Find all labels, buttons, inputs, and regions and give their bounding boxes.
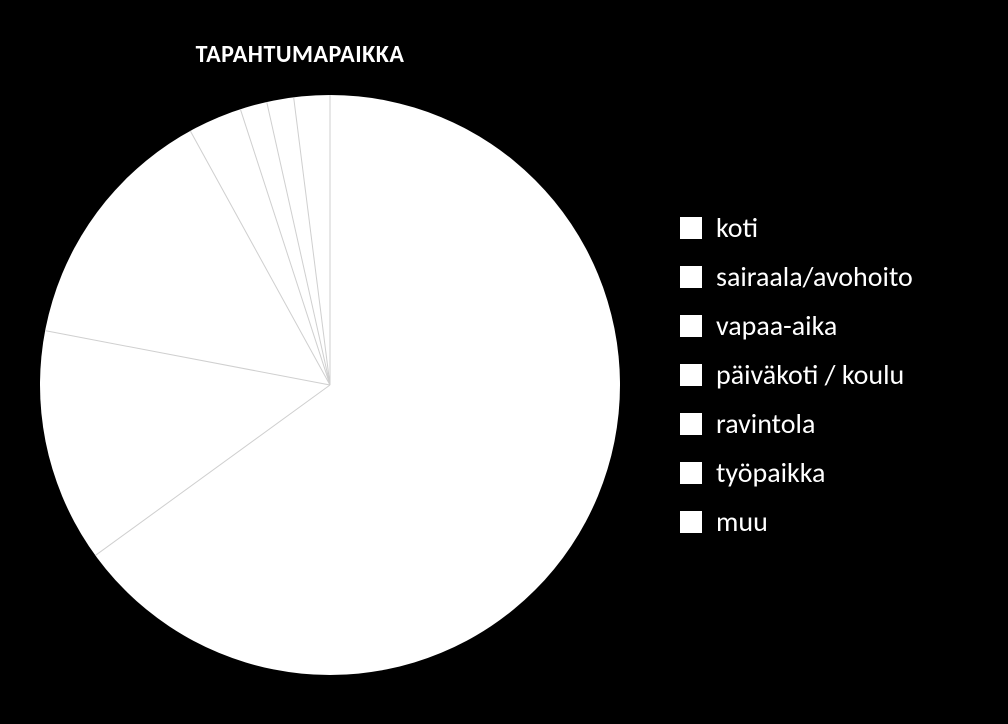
chart-title: TAPAHTUMAPAIKKA (0, 40, 600, 69)
pie-chart (30, 85, 630, 685)
legend-label: sairaala/avohoito (716, 259, 913, 294)
legend-item: työpaikka (680, 455, 913, 490)
legend-item: sairaala/avohoito (680, 259, 913, 294)
legend-item: päiväkoti / koulu (680, 357, 913, 392)
legend-item: ravintola (680, 406, 913, 441)
legend-swatch (680, 315, 702, 337)
legend-label: vapaa-aika (716, 308, 837, 343)
legend-label: koti (716, 210, 758, 245)
legend-label: muu (716, 504, 768, 539)
legend-swatch (680, 511, 702, 533)
chart-container: TAPAHTUMAPAIKKA koti sairaala/avohoito vap… (0, 0, 1008, 724)
legend-label: päiväkoti / koulu (716, 357, 904, 392)
legend-label: työpaikka (716, 455, 825, 490)
legend-swatch (680, 266, 702, 288)
legend: koti sairaala/avohoito vapaa-aika päiväkoti… (680, 210, 913, 539)
legend-swatch (680, 364, 702, 386)
legend-swatch (680, 462, 702, 484)
pie-wrap (30, 85, 630, 690)
legend-swatch (680, 217, 702, 239)
legend-item: vapaa-aika (680, 308, 913, 343)
legend-item: muu (680, 504, 913, 539)
legend-item: koti (680, 210, 913, 245)
legend-swatch (680, 413, 702, 435)
legend-label: ravintola (716, 406, 815, 441)
